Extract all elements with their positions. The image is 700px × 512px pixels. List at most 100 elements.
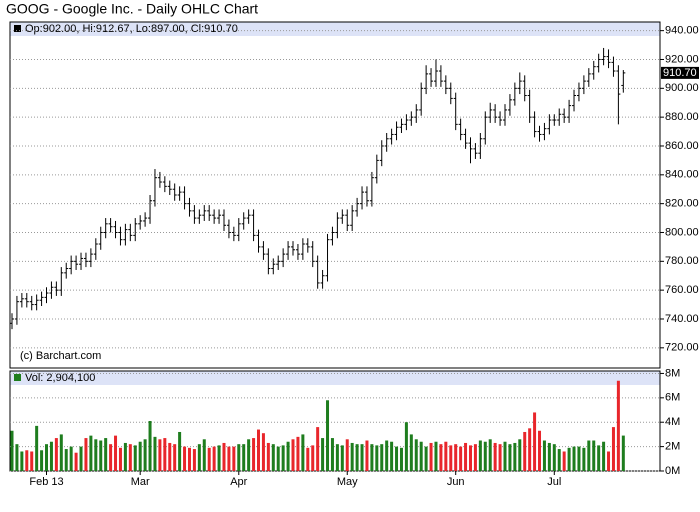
volume-bar [473,444,477,471]
volume-bar [454,444,458,471]
volume-bar [217,445,221,471]
volume-bar [133,445,137,471]
volume-bar [360,444,364,471]
volume-bar [572,446,576,471]
x-tick-label: Apr [230,476,247,488]
volume-bar [79,446,83,471]
volume-bar [281,445,285,471]
volume-bar [178,431,182,471]
volume-bar [252,438,256,471]
volume-bar [227,446,231,471]
volume-bar [197,444,201,471]
volume-bar [355,444,359,471]
y-tick-label: 740.00 [665,313,699,325]
y-tick-label: 4M [665,416,680,428]
volume-bar [464,442,468,471]
credit: (c) Barchart.com [20,350,101,362]
volume-bar [404,422,408,471]
volume-bar [84,438,88,471]
volume-bar [316,427,320,471]
y-tick-label: 840.00 [665,169,699,181]
volume-bar [444,441,448,471]
last-price-label: 910.70 [663,67,697,79]
volume-bar [128,444,132,471]
volume-bar [611,427,615,471]
volume-bar [493,442,497,471]
volume-bar [114,435,118,471]
y-tick-label: 860.00 [665,140,699,152]
volume-bar [616,380,620,471]
volume-bar [483,441,487,471]
last-price-box [661,66,699,79]
volume-bar [257,429,260,471]
x-tick-label: Jun [447,476,465,488]
price-legend: Op:902.00, Hi:912.67, Lo:897.00, Cl:910.… [25,23,238,35]
x-tick-label: Mar [131,476,150,488]
volume-bar [419,441,423,471]
y-tick-label: 800.00 [665,226,699,238]
volume-bar [621,435,625,471]
volume-bar [271,444,275,471]
volume-bar [207,447,211,471]
y-tick-label: 6M [665,392,680,404]
volume-bar [306,447,310,471]
volume-bar [547,442,551,471]
volume-bar [163,438,167,471]
volume-bar [64,449,68,471]
volume-bar [587,440,591,471]
volume-bar [552,444,556,471]
volume-bar [513,442,517,471]
volume-bar [45,444,49,471]
volume-bar [276,446,280,471]
volume-bar [59,434,63,471]
price-header-band [10,22,660,36]
volume-bar [528,428,532,471]
volume-bar [94,439,98,471]
volume-bar [602,441,606,471]
volume-bar [592,440,596,471]
x-tick-label: Jul [547,476,561,488]
volume-bar [123,442,127,471]
volume-bar [30,451,34,471]
volume-bar [414,439,418,471]
y-tick-label: 920.00 [665,53,699,65]
volume-bar [247,439,251,471]
volume-bar [365,440,369,471]
volume-bar [557,449,561,471]
volume-bar [143,439,147,471]
volume-bar [20,451,24,471]
volume-bar [468,445,472,471]
volume-bar [409,434,413,471]
volume-bar [187,447,191,471]
volume-bar [212,446,216,471]
volume-bar [439,444,443,471]
y-tick-label: 940.00 [665,25,699,37]
volume-bar [10,430,14,471]
volume-bar [118,447,122,471]
volume-bar [301,434,305,471]
volume-bar [69,446,73,471]
volume-bar [99,440,103,471]
volume-bar [350,442,354,471]
volume-bar [508,444,512,471]
volume-bar [158,439,162,471]
volume-legend: Vol: 2,904,100 [25,372,95,384]
volume-bar [25,450,29,471]
volume-bar [503,441,507,471]
volume-bar [222,442,226,471]
volume-bar [242,444,246,471]
volume-bar [49,441,53,471]
y-tick-label: 780.00 [665,255,699,267]
volume-bar [345,439,349,471]
volume-bar [567,447,571,471]
volume-bar [399,447,403,471]
volume-bar [237,444,241,471]
x-tick-label: May [337,476,358,488]
volume-bar [183,446,187,471]
volume-bar [15,444,19,471]
volume-bar [434,441,438,471]
volume-bar [35,425,39,471]
volume-bar [380,444,384,471]
chart-title: GOOG - Google Inc. - Daily OHLC Chart [6,1,258,17]
